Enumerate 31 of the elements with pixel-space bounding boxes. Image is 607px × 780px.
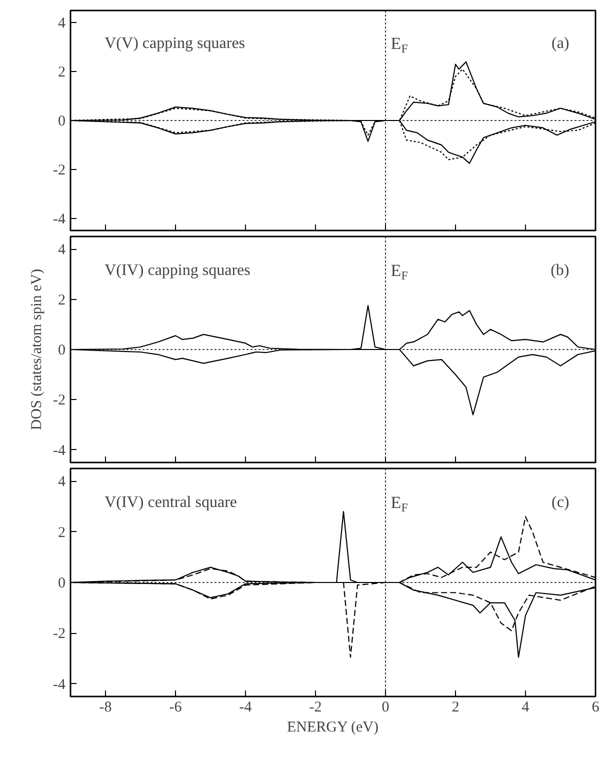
y-tick-label: 0 (58, 114, 66, 130)
annotation: (b) (550, 262, 570, 279)
y-tick-label: 0 (58, 342, 66, 358)
x-tick-label: -8 (99, 700, 112, 716)
y-tick-label: -2 (53, 162, 66, 178)
x-tick-label: 4 (522, 700, 530, 716)
x-tick-label: 0 (382, 700, 390, 716)
x-tick-label: -2 (309, 700, 322, 716)
y-tick-label: -2 (53, 392, 66, 409)
y-tick-label: -4 (53, 442, 66, 459)
y-tick-label: 2 (58, 292, 66, 308)
y-tick-label: -4 (53, 211, 66, 228)
x-tick-label: 6 (592, 700, 600, 716)
x-tick-label: 2 (452, 700, 460, 716)
annotation: V(IV) capping squares (104, 262, 250, 279)
x-axis-title: ENERGY (eV) (286, 720, 378, 736)
annotation: (a) (551, 35, 570, 52)
y-tick-label: 2 (58, 64, 66, 81)
y-tick-label: -4 (53, 676, 66, 693)
annotation: (c) (551, 494, 570, 512)
y-tick-label: 4 (58, 242, 66, 258)
x-tick-label: -6 (169, 700, 182, 716)
annotation: V(V) capping squares (104, 35, 246, 52)
y-axis-title: DOS (states/atom spin eV) (29, 268, 46, 430)
x-tick-label: -4 (239, 700, 252, 716)
y-tick-label: 2 (58, 524, 66, 541)
y-tick-label: 0 (58, 576, 66, 592)
annotation: V(IV) central square (104, 494, 237, 512)
y-tick-label: 4 (58, 474, 66, 490)
y-tick-label: 4 (58, 16, 66, 32)
y-tick-label: -2 (53, 626, 66, 642)
